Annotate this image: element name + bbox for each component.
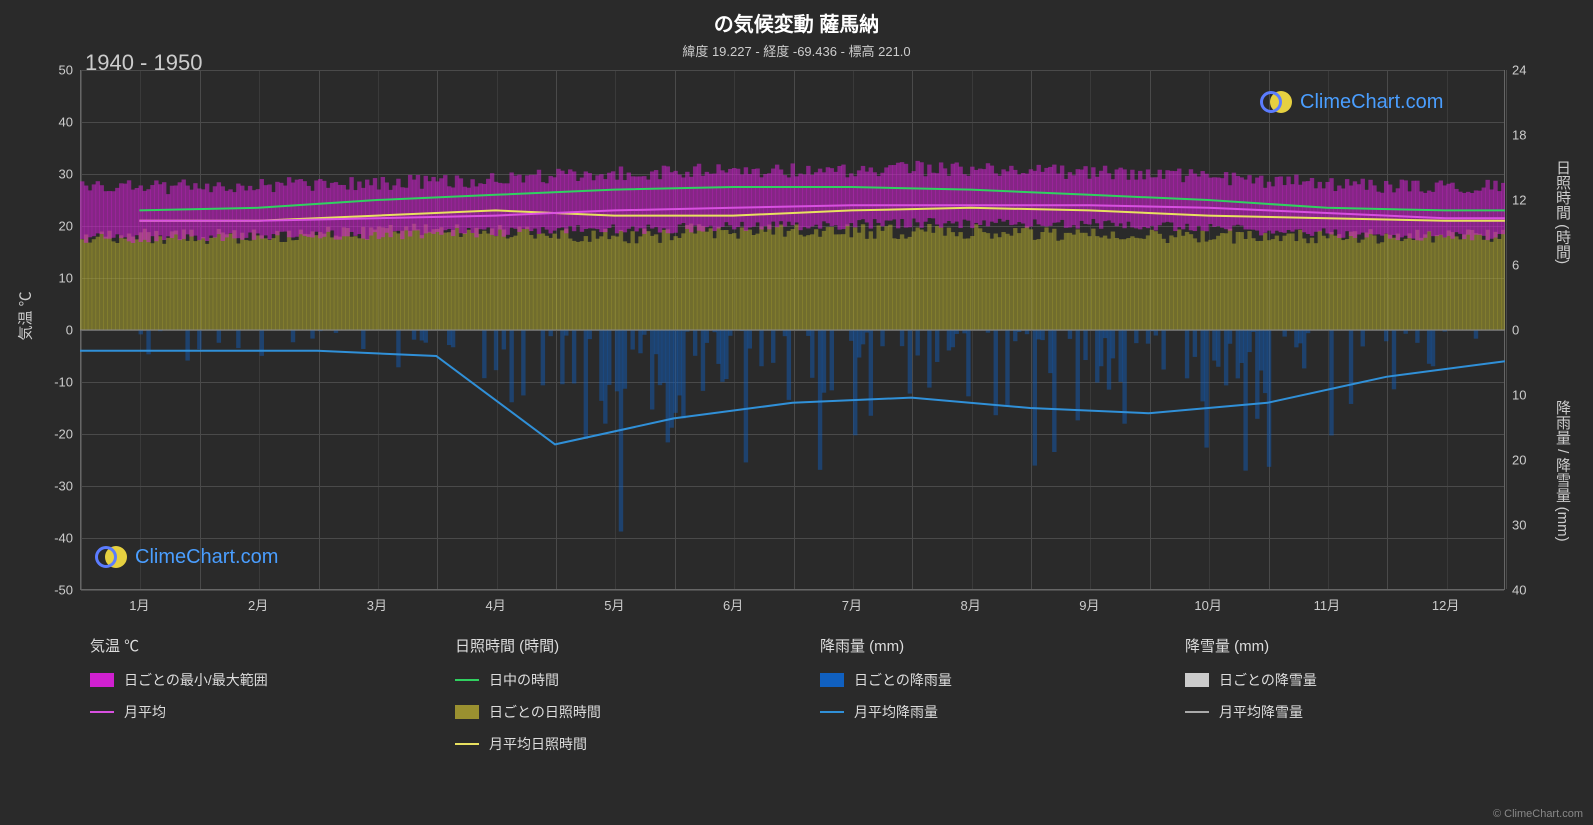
legend-column: 日照時間 (時間) 日中の時間日ごとの日照時間月平均日照時間 — [455, 635, 780, 766]
legend-swatch — [455, 743, 479, 745]
legend-item: 月平均降雪量 — [1185, 702, 1510, 722]
y-right-tick: 40 — [1512, 583, 1552, 598]
legend-swatch — [1185, 711, 1209, 713]
y-left-tick: 10 — [33, 271, 73, 286]
watermark-top: ClimeChart.com — [1260, 90, 1443, 114]
legend-label: 日ごとの日照時間 — [489, 702, 601, 722]
legend-label: 月平均降雨量 — [854, 702, 938, 722]
y-right-tick: 6 — [1512, 258, 1552, 273]
legend-swatch — [90, 711, 114, 713]
legend-header: 気温 ℃ — [90, 635, 415, 656]
x-tick: 5月 — [604, 595, 624, 614]
x-tick: 7月 — [842, 595, 862, 614]
y-left-tick: 20 — [33, 219, 73, 234]
legend-label: 月平均 — [124, 702, 166, 722]
legend-column: 降雨量 (mm) 日ごとの降雨量月平均降雨量 — [820, 635, 1145, 766]
watermark-text: ClimeChart.com — [1300, 91, 1443, 114]
legend-swatch — [820, 711, 844, 713]
x-tick: 8月 — [961, 595, 981, 614]
legend-swatch — [455, 705, 479, 719]
legend-item: 月平均 — [90, 702, 415, 722]
y-axis-right-top-title: 日照時間 (時間) — [1552, 160, 1573, 264]
legend-item: 日ごとの最小/最大範囲 — [90, 670, 415, 690]
climechart-logo-icon — [1260, 90, 1292, 114]
y-right-tick: 12 — [1512, 193, 1552, 208]
y-right-tick: 30 — [1512, 518, 1552, 533]
legend-label: 月平均日照時間 — [489, 734, 587, 754]
legend-swatch — [90, 673, 114, 687]
x-tick: 10月 — [1194, 595, 1221, 614]
legend-item: 日中の時間 — [455, 670, 780, 690]
x-tick: 6月 — [723, 595, 743, 614]
legend: 気温 ℃ 日ごとの最小/最大範囲月平均 日照時間 (時間) 日中の時間日ごとの日照時間… — [90, 635, 1510, 766]
attribution: © ClimeChart.com — [1493, 808, 1583, 820]
y-right-tick: 0 — [1512, 323, 1552, 338]
climechart-logo-icon — [95, 545, 127, 569]
y-left-tick: -30 — [33, 479, 73, 494]
y-left-tick: 0 — [33, 323, 73, 338]
legend-label: 日ごとの降雪量 — [1219, 670, 1317, 690]
y-left-tick: 30 — [33, 167, 73, 182]
y-right-tick: 20 — [1512, 453, 1552, 468]
x-tick: 1月 — [129, 595, 149, 614]
y-axis-right-bottom-title: 降雨量 / 降雪量 (mm) — [1552, 400, 1573, 542]
y-right-tick: 24 — [1512, 63, 1552, 78]
x-tick: 4月 — [486, 595, 506, 614]
watermark-text: ClimeChart.com — [135, 546, 278, 569]
x-tick: 9月 — [1079, 595, 1099, 614]
chart-subtitle: 緯度 19.227 - 経度 -69.436 - 標高 221.0 — [0, 37, 1593, 60]
legend-swatch — [1185, 673, 1209, 687]
legend-label: 日中の時間 — [489, 670, 559, 690]
legend-header: 降雨量 (mm) — [820, 635, 1145, 656]
legend-item: 日ごとの降雨量 — [820, 670, 1145, 690]
legend-swatch — [455, 679, 479, 681]
y-left-tick: 40 — [33, 115, 73, 130]
y-left-tick: -40 — [33, 531, 73, 546]
chart-svg — [80, 70, 1505, 590]
x-tick: 12月 — [1432, 595, 1459, 614]
legend-label: 日ごとの最小/最大範囲 — [124, 670, 268, 690]
chart-title: の気候変動 薩馬納 — [0, 0, 1593, 37]
legend-column: 気温 ℃ 日ごとの最小/最大範囲月平均 — [90, 635, 415, 766]
x-tick: 3月 — [367, 595, 387, 614]
legend-header: 日照時間 (時間) — [455, 635, 780, 656]
legend-swatch — [820, 673, 844, 687]
y-left-tick: -10 — [33, 375, 73, 390]
x-tick: 11月 — [1314, 595, 1341, 614]
legend-label: 月平均降雪量 — [1219, 702, 1303, 722]
legend-item: 月平均日照時間 — [455, 734, 780, 754]
y-right-tick: 10 — [1512, 388, 1552, 403]
legend-item: 月平均降雨量 — [820, 702, 1145, 722]
y-left-tick: -50 — [33, 583, 73, 598]
legend-column: 降雪量 (mm) 日ごとの降雪量月平均降雪量 — [1185, 635, 1510, 766]
watermark-bottom: ClimeChart.com — [95, 545, 278, 569]
legend-header: 降雪量 (mm) — [1185, 635, 1510, 656]
chart-plot-area: -50-40-30-20-100102030405006121824102030… — [80, 70, 1505, 590]
legend-item: 日ごとの日照時間 — [455, 702, 780, 722]
legend-item: 日ごとの降雪量 — [1185, 670, 1510, 690]
x-tick: 2月 — [248, 595, 268, 614]
y-right-tick: 18 — [1512, 128, 1552, 143]
legend-label: 日ごとの降雨量 — [854, 670, 952, 690]
y-left-tick: 50 — [33, 63, 73, 78]
y-left-tick: -20 — [33, 427, 73, 442]
